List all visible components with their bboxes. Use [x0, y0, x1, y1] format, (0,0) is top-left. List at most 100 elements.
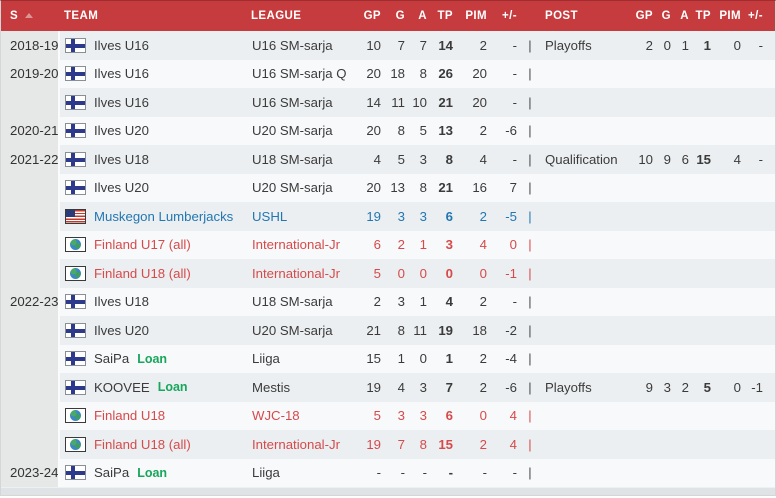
season-cell [1, 173, 60, 202]
team-link[interactable]: Finland U18 (all) [94, 436, 191, 452]
table-row: 2018-19 Ilves U16 U16 SM-sarja 10 7 7 14… [1, 31, 775, 60]
league-link[interactable]: Liiga [251, 458, 349, 487]
team-link[interactable]: Ilves U20 [94, 322, 149, 338]
tp-cell: 3 [433, 230, 459, 259]
team-link[interactable]: Ilves U20 [94, 123, 149, 139]
g-cell: 18 [387, 59, 411, 88]
league-link[interactable]: International-Jr [251, 430, 349, 459]
league-link[interactable]: U18 SM-sarja [251, 287, 349, 316]
team-link[interactable]: SaiPa [94, 465, 130, 481]
post-pim-cell [717, 401, 747, 430]
a-cell: 3 [411, 373, 433, 402]
league-link[interactable]: U16 SM-sarja [251, 88, 349, 117]
team-link[interactable]: Finland U18 [94, 408, 166, 424]
tp-cell: 15 [433, 430, 459, 459]
col-header-league[interactable]: LEAGUE [251, 1, 349, 31]
league-link[interactable]: U20 SM-sarja [251, 173, 349, 202]
team-link[interactable]: KOOVEE [94, 379, 150, 395]
league-link[interactable]: U16 SM-sarja [251, 31, 349, 60]
season-cell: 2023-24 [1, 458, 60, 487]
plusminus-cell: - [493, 88, 523, 117]
post-pim-cell [717, 344, 747, 373]
col-header-post-plusminus[interactable]: +/- [747, 1, 775, 31]
league-link[interactable]: USHL [251, 202, 349, 231]
team-link[interactable]: Ilves U16 [94, 94, 149, 110]
finland-flag-icon [65, 123, 86, 139]
finland-flag-icon [65, 322, 86, 338]
team-link[interactable]: Finland U17 (all) [94, 237, 191, 253]
team-cell: Finland U18 (all) [59, 259, 251, 288]
finland-flag-icon [65, 37, 86, 53]
post-g-cell [659, 344, 677, 373]
league-link[interactable]: WJC-18 [251, 401, 349, 430]
season-cell [1, 373, 60, 402]
league-link[interactable]: U18 SM-sarja [251, 145, 349, 174]
team-link[interactable]: Ilves U18 [94, 151, 149, 167]
col-header-post-tp[interactable]: TP [695, 1, 717, 31]
section-separator: | [523, 31, 537, 60]
post-pim-cell [717, 430, 747, 459]
league-link[interactable]: International-Jr [251, 230, 349, 259]
post-g-cell [659, 88, 677, 117]
col-header-tp[interactable]: TP [433, 1, 459, 31]
col-header-g[interactable]: G [387, 1, 411, 31]
globe-icon [65, 237, 86, 253]
team-link[interactable]: Ilves U16 [94, 66, 149, 82]
team-link[interactable]: Ilves U20 [94, 180, 149, 196]
col-header-team[interactable]: TEAM [59, 1, 251, 31]
league-link[interactable]: Liiga [251, 344, 349, 373]
section-separator: | [523, 287, 537, 316]
post-tp-cell [695, 259, 717, 288]
league-link[interactable]: U20 SM-sarja [251, 116, 349, 145]
col-header-a[interactable]: A [411, 1, 433, 31]
a-cell: 10 [411, 88, 433, 117]
post-pim-cell [717, 116, 747, 145]
league-link[interactable]: Mestis [251, 373, 349, 402]
col-header-plusminus[interactable]: +/- [493, 1, 523, 31]
gp-cell: 14 [349, 88, 387, 117]
pim-cell: 18 [459, 316, 493, 345]
plusminus-cell: -1 [493, 259, 523, 288]
col-header-post-g[interactable]: G [659, 1, 677, 31]
post-pim-cell: 4 [717, 145, 747, 174]
post-g-cell [659, 316, 677, 345]
plusminus-cell: -4 [493, 344, 523, 373]
team-cell: Ilves U18 [59, 287, 251, 316]
team-link[interactable]: Finland U18 (all) [94, 265, 191, 281]
team-link[interactable]: Muskegon Lumberjacks [94, 208, 234, 224]
post-tp-cell [695, 202, 717, 231]
post-label [537, 401, 633, 430]
league-link[interactable]: International-Jr [251, 259, 349, 288]
col-header-post[interactable]: POST [537, 1, 633, 31]
post-tp-cell [695, 316, 717, 345]
league-link[interactable]: U16 SM-sarja Q [251, 59, 349, 88]
post-g-cell [659, 230, 677, 259]
col-header-post-gp[interactable]: GP [633, 1, 659, 31]
col-header-gp[interactable]: GP [349, 1, 387, 31]
next-row-edge [1, 487, 775, 495]
table-row: Muskegon Lumberjacks USHL 19 3 3 6 2 -5 … [1, 202, 775, 231]
team-link[interactable]: Ilves U18 [94, 294, 149, 310]
finland-flag-icon [65, 180, 86, 196]
g-cell: 5 [387, 145, 411, 174]
team-link[interactable]: SaiPa [94, 351, 130, 367]
post-tp-cell [695, 401, 717, 430]
post-label [537, 430, 633, 459]
post-pim-cell [717, 259, 747, 288]
league-link[interactable]: U20 SM-sarja [251, 316, 349, 345]
col-header-season[interactable]: S [1, 1, 59, 31]
col-header-post-pim[interactable]: PIM [717, 1, 747, 31]
post-a-cell [677, 287, 695, 316]
season-cell [1, 88, 60, 117]
post-a-cell [677, 230, 695, 259]
post-plusminus-cell [747, 259, 775, 288]
pim-cell: 2 [459, 31, 493, 60]
post-a-cell [677, 202, 695, 231]
a-cell: - [411, 458, 433, 487]
table-row: 2023-24 SaiPa Loan Liiga - - - - - - | [1, 458, 775, 487]
team-link[interactable]: Ilves U16 [94, 37, 149, 53]
pim-cell: 2 [459, 287, 493, 316]
col-header-post-a[interactable]: A [677, 1, 695, 31]
col-header-pim[interactable]: PIM [459, 1, 493, 31]
globe-icon [65, 265, 86, 281]
